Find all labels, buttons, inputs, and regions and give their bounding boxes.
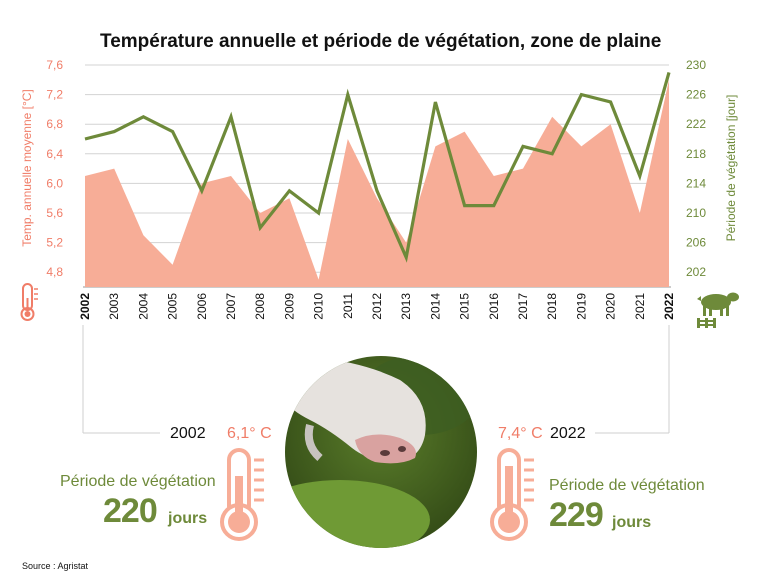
chart-title: Température annuelle et période de végét… (100, 31, 662, 52)
x-tick-label: 2019 (574, 293, 588, 320)
right-tick-label: 222 (686, 117, 706, 131)
thermometer-right-icon (490, 448, 534, 541)
x-tick-label: 2018 (545, 293, 559, 320)
x-tick-label: 2012 (370, 293, 384, 320)
x-tick-label: 2005 (166, 293, 180, 320)
right-axis-ticks: 202 206 210 214 218 222 226 230 (686, 58, 706, 279)
right-tick-label: 218 (686, 147, 706, 161)
x-tick-label: 2009 (282, 293, 296, 320)
left-tick-label: 7,2 (46, 88, 63, 102)
x-tick-label: 2021 (633, 293, 647, 320)
start-period-unit: jours (168, 510, 208, 527)
left-tick-label: 6,0 (46, 176, 63, 190)
fence-icon (697, 318, 716, 328)
x-tick-label: 2010 (312, 293, 326, 320)
left-tick-label: 5,2 (46, 236, 63, 250)
left-axis-ticks: 4,8 5,2 5,6 6,0 6,4 6,8 7,2 7,6 (46, 58, 63, 279)
start-year: 2002 (170, 425, 206, 442)
right-tick-label: 206 (686, 236, 706, 250)
right-tick-label: 202 (686, 265, 706, 279)
x-tick-label: 2017 (516, 293, 530, 320)
end-period-unit: jours (612, 514, 652, 531)
x-tick-label: 2004 (136, 293, 150, 320)
x-tick-label: 2013 (399, 293, 413, 320)
x-tick-label: 2002 (78, 293, 92, 320)
x-tick-label: 2020 (604, 293, 618, 320)
end-year: 2022 (550, 425, 586, 442)
right-tick-label: 214 (686, 176, 706, 190)
end-temperature: 7,4° C (498, 425, 543, 442)
x-tick-label: 2014 (428, 293, 442, 320)
start-period-label: Période de végétation (60, 473, 216, 490)
start-period-days: 220 (103, 492, 158, 530)
left-tick-label: 6,8 (46, 117, 63, 131)
right-tick-label: 226 (686, 88, 706, 102)
cow-icon (697, 292, 739, 316)
x-tick-label: 2015 (458, 293, 472, 320)
left-tick-label: 5,6 (46, 206, 63, 220)
start-temperature: 6,1° C (227, 425, 272, 442)
vegetation-period-line (84, 71, 671, 263)
x-tick-label: 2006 (195, 293, 209, 320)
end-period-label: Période de végétation (549, 477, 705, 494)
x-tick-label: 2008 (253, 293, 267, 320)
left-tick-label: 4,8 (46, 265, 63, 279)
thermometer-left-icon (220, 448, 264, 541)
temperature-area (85, 79, 669, 287)
x-tick-label: 2011 (341, 293, 355, 319)
thermometer-small-icon (20, 283, 38, 321)
left-tick-label: 6,4 (46, 147, 63, 161)
right-tick-label: 230 (686, 58, 706, 72)
left-axis-label: Temp. annuelle moyenne [°C] (20, 89, 34, 247)
x-tick-label: 2022 (662, 293, 676, 320)
source-note: Source : Agristat (22, 561, 89, 571)
right-tick-label: 210 (686, 206, 706, 220)
end-period-days: 229 (549, 496, 604, 534)
right-axis-label: Période de végétation [jour] (724, 95, 738, 242)
left-tick-label: 7,6 (46, 58, 63, 72)
x-tick-label: 2003 (107, 293, 121, 320)
x-tick-label: 2007 (224, 293, 238, 320)
cow-grazing-photo (285, 356, 477, 548)
x-axis-ticks: 2002 2003 2004 2005 2006 2007 2008 2009 2010 2011… (78, 293, 676, 320)
x-tick-label: 2016 (487, 293, 501, 320)
